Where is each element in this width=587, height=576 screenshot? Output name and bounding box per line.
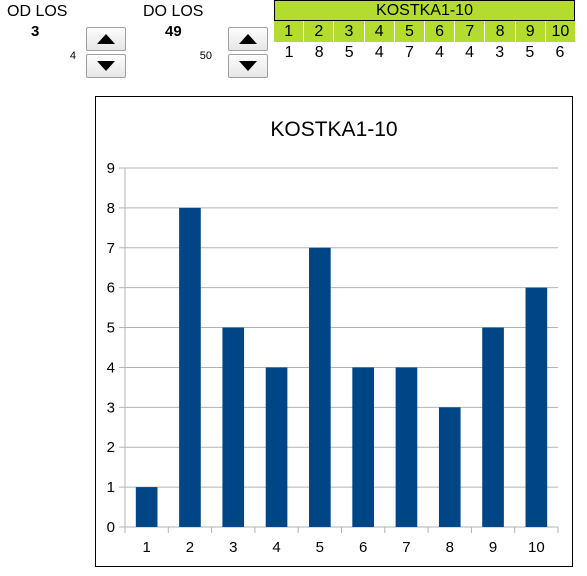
table-row: 1 8 5 4 7 4 4 3 5 6 xyxy=(274,42,575,63)
table-cell: 8 xyxy=(314,44,324,61)
y-tick-label: 0 xyxy=(107,519,115,536)
bar xyxy=(482,327,504,527)
do-los-spinner[interactable] xyxy=(228,27,270,79)
y-tick-label: 5 xyxy=(107,320,115,337)
y-tick-label: 4 xyxy=(107,359,115,376)
table-header-cell: 1 xyxy=(284,23,294,40)
table-header-cell: 2 xyxy=(303,21,333,42)
table-cell: 4 xyxy=(374,44,384,61)
table-cell: 6 xyxy=(555,44,565,61)
kostka-table: KOSTKA1-10 1 2 3 4 5 6 7 8 9 10 1 8 5 4 … xyxy=(274,0,575,63)
chart-title: KOSTKA1-10 xyxy=(270,118,398,141)
x-tick-label: 3 xyxy=(229,539,237,556)
x-tick-label: 2 xyxy=(186,539,194,556)
do-los-label: DO LOS xyxy=(143,3,204,20)
table-header-cell: 8 xyxy=(484,21,514,42)
bar xyxy=(352,367,374,527)
table-header-cell: 9 xyxy=(514,21,545,42)
do-los-value: 49 xyxy=(165,23,182,40)
y-tick-label: 3 xyxy=(107,399,115,416)
bar xyxy=(309,247,331,527)
x-tick-label: 1 xyxy=(142,539,150,556)
y-tick-label: 7 xyxy=(107,240,115,257)
do-los-spinner-value: 50 xyxy=(199,50,212,62)
bar xyxy=(438,407,461,527)
x-tick-label: 7 xyxy=(402,539,410,556)
arrow-up-icon xyxy=(97,34,115,44)
table-cell: 7 xyxy=(404,44,414,61)
x-tick-label: 4 xyxy=(272,539,280,556)
table-header-row: 1 2 3 4 5 6 7 8 9 10 xyxy=(274,21,575,42)
table-header-cell: 6 xyxy=(424,21,454,42)
bar xyxy=(179,207,201,527)
arrow-down-icon xyxy=(97,61,115,71)
bar xyxy=(135,487,158,527)
bar-chart: 0 1 2 3 4 5 6 7 8 9 1 2 3 4 5 6 7 8 9 10 xyxy=(107,160,559,556)
od-los-label: OD LOS xyxy=(7,3,68,20)
table-title: KOSTKA1-10 xyxy=(274,0,575,21)
table-header-cell: 3 xyxy=(333,21,363,42)
table-header-cell: 10 xyxy=(544,21,575,42)
table-cell: 4 xyxy=(435,44,444,61)
od-los-up-button[interactable] xyxy=(86,27,126,51)
x-tick-label: 5 xyxy=(316,539,324,556)
y-tick-label: 1 xyxy=(107,479,115,496)
y-tick-label: 9 xyxy=(107,160,115,177)
table-header-cell: 5 xyxy=(393,21,424,42)
od-los-down-button[interactable] xyxy=(86,54,126,78)
od-los-spinner-value: 4 xyxy=(69,50,76,62)
table-header-cell: 4 xyxy=(363,21,394,42)
bar xyxy=(222,327,245,527)
od-los-spinner[interactable] xyxy=(86,27,128,79)
x-tick-label: 10 xyxy=(528,539,545,556)
x-tick-label: 6 xyxy=(359,539,367,556)
bar xyxy=(265,367,288,527)
bar xyxy=(525,287,548,527)
table-cell: 3 xyxy=(495,44,505,61)
bar xyxy=(395,367,418,527)
do-los-down-button[interactable] xyxy=(228,54,268,78)
y-tick-label: 8 xyxy=(107,200,115,217)
arrow-down-icon xyxy=(239,61,257,71)
od-los-value: 3 xyxy=(31,23,40,40)
table-cell: 1 xyxy=(284,44,294,61)
table-cell: 5 xyxy=(525,44,535,61)
table-cell: 5 xyxy=(344,44,354,61)
do-los-up-button[interactable] xyxy=(228,27,268,51)
y-tick-label: 2 xyxy=(107,439,115,456)
x-tick-label: 9 xyxy=(489,539,497,556)
table-header-cell: 7 xyxy=(454,21,484,42)
arrow-up-icon xyxy=(239,34,257,44)
x-tick-label: 8 xyxy=(446,539,454,556)
y-tick-label: 6 xyxy=(107,280,115,297)
table-cell: 4 xyxy=(465,44,475,61)
